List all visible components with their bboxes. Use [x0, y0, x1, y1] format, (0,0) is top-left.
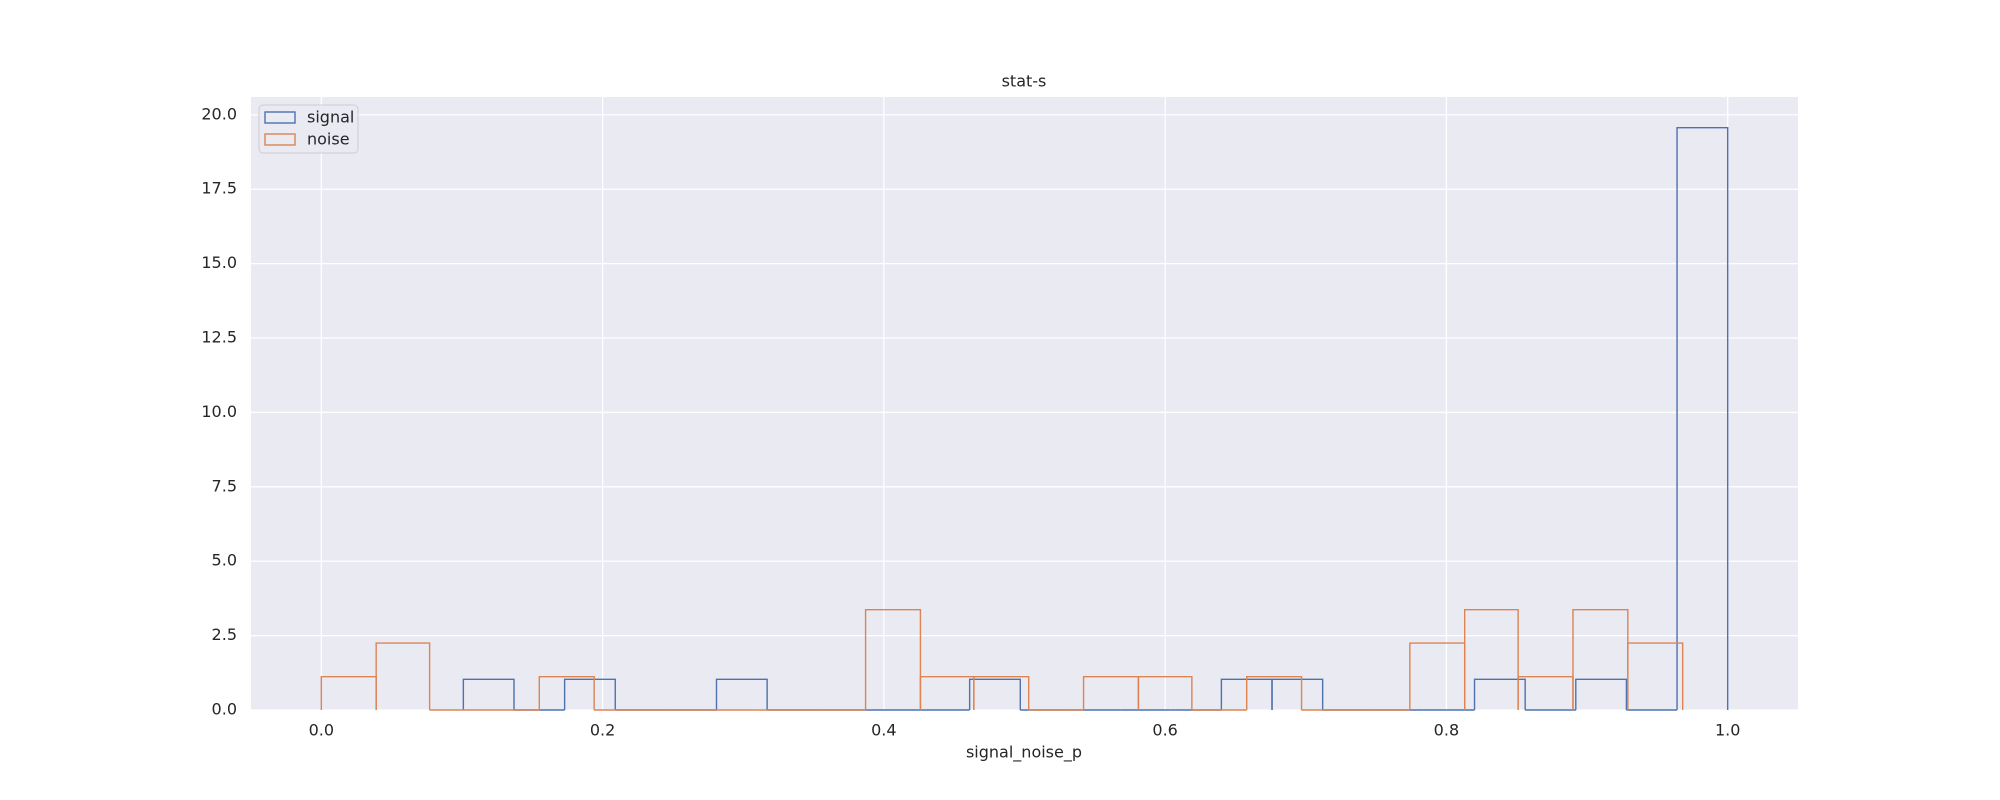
x-tick-label: 1.0 — [1715, 721, 1740, 740]
histogram-bin — [462, 678, 515, 710]
histogram-bin — [1627, 642, 1684, 710]
histogram-bin — [968, 678, 1021, 710]
y-tick-label: 17.5 — [201, 179, 237, 198]
y-tick-label: 7.5 — [212, 476, 237, 495]
histogram-bin — [715, 678, 768, 710]
x-tick-label: 0.2 — [590, 721, 615, 740]
y-tick-label: 12.5 — [201, 328, 237, 347]
histogram-bin — [1676, 126, 1729, 710]
histogram-bin — [1463, 609, 1519, 710]
legend-label: signal — [307, 108, 354, 127]
histogram-bin — [1575, 678, 1628, 710]
histogram-bin — [538, 675, 595, 710]
y-tick-label: 20.0 — [201, 104, 237, 123]
histogram-bin — [973, 675, 1030, 710]
histogram-bin — [864, 609, 922, 710]
y-tick-label: 2.5 — [212, 625, 237, 644]
x-tick-label: 0.6 — [1152, 721, 1177, 740]
histogram-bin — [1246, 675, 1303, 710]
y-tick-label: 5.0 — [212, 551, 237, 570]
x-tick-label: 0.0 — [309, 721, 334, 740]
histogram-bin — [1271, 678, 1324, 710]
histogram-bin — [563, 678, 616, 710]
histogram-bin — [1137, 675, 1193, 710]
y-tick-label: 10.0 — [201, 402, 237, 421]
legend-swatch — [264, 111, 296, 124]
plot-background — [251, 97, 1798, 710]
histogram-bin — [375, 642, 431, 710]
y-tick-label: 0.0 — [212, 700, 237, 719]
x-axis-label: signal_noise_p — [966, 743, 1082, 763]
y-tick-label: 15.0 — [201, 253, 237, 272]
x-tick-label: 0.4 — [871, 721, 896, 740]
chart-title: stat-s — [1002, 72, 1047, 91]
legend-label: noise — [307, 130, 350, 149]
histogram-bin — [1473, 678, 1526, 710]
x-tick-label: 0.8 — [1434, 721, 1459, 740]
legend-swatch — [264, 133, 296, 146]
legend: signal noise — [258, 104, 359, 154]
legend-box — [258, 104, 359, 154]
